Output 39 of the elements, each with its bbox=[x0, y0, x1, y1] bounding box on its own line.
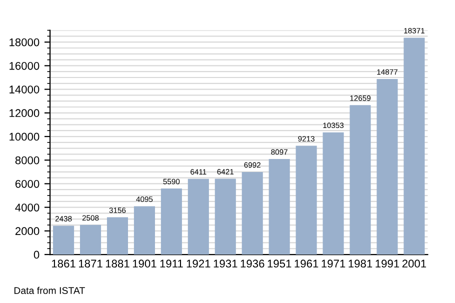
bar bbox=[350, 105, 371, 255]
y-tick-label: 10000 bbox=[10, 132, 40, 141]
bar bbox=[106, 217, 128, 255]
x-tick-label: 1911 bbox=[160, 260, 183, 268]
bar bbox=[376, 78, 398, 255]
x-tick-label: 1971 bbox=[322, 260, 346, 268]
x-tick-label: 1931 bbox=[214, 260, 238, 268]
bar bbox=[242, 172, 263, 255]
bar bbox=[268, 158, 290, 255]
y-tick-label: 14000 bbox=[10, 86, 40, 94]
y-tick-label: 8000 bbox=[15, 156, 40, 164]
bar bbox=[188, 178, 209, 255]
x-tick-label: 1981 bbox=[348, 260, 372, 268]
x-tick-label: 1951 bbox=[268, 260, 292, 268]
x-tick-label: 1901 bbox=[132, 260, 156, 268]
x-tick-label: 1936 bbox=[240, 260, 264, 268]
bar bbox=[134, 206, 155, 255]
y-tick-label: 18000 bbox=[10, 38, 40, 46]
x-tick-label: 1991 bbox=[376, 260, 400, 268]
y-tick-label: 2000 bbox=[15, 227, 40, 236]
x-tick-label: 1881 bbox=[106, 260, 130, 268]
y-tick-label: 6000 bbox=[15, 180, 40, 188]
bar bbox=[214, 178, 236, 255]
bar bbox=[296, 146, 317, 255]
bar bbox=[80, 224, 102, 255]
bar bbox=[322, 132, 344, 255]
y-tick-label: 12000 bbox=[10, 109, 40, 118]
bar bbox=[160, 188, 182, 255]
x-tick-label: 1871 bbox=[79, 260, 102, 268]
y-tick-label: 4000 bbox=[15, 204, 40, 212]
x-tick-label: 1861 bbox=[52, 260, 76, 268]
text: Data from ISTAT bbox=[14, 286, 85, 294]
x-tick-label: 1921 bbox=[186, 260, 210, 268]
y-tick-label: 0 bbox=[34, 250, 40, 259]
x-tick-label: 1961 bbox=[294, 260, 318, 268]
bar bbox=[404, 38, 425, 255]
x-tick-label: 2001 bbox=[402, 260, 426, 268]
bar bbox=[53, 226, 74, 255]
y-tick-label: 16000 bbox=[10, 62, 40, 70]
